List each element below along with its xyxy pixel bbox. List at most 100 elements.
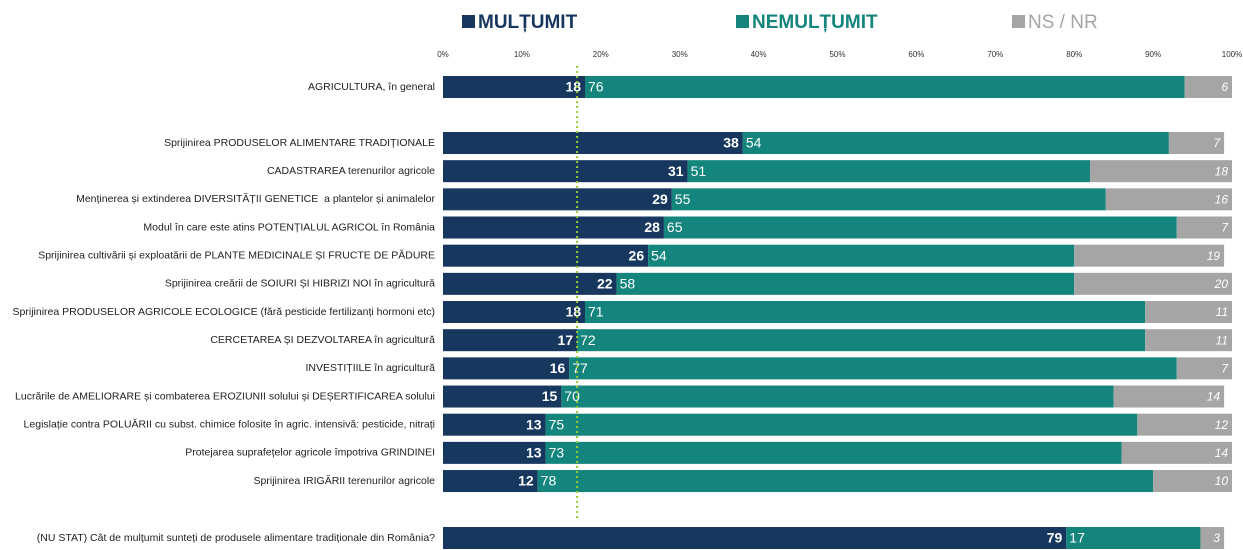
value-label: 79 [1047,530,1063,546]
value-label: 31 [668,163,684,179]
value-label: 14 [1215,446,1229,460]
bar-segment [537,470,1154,493]
value-label: 11 [1216,333,1228,347]
bar-segment [577,329,1146,352]
category-label: Lucrările de AMELIORARE și combaterea ER… [15,390,435,402]
bar-segment [1200,527,1225,549]
value-label: 18 [1215,164,1229,178]
value-label: 13 [526,416,542,432]
value-label: 18 [565,304,581,320]
bar-segment [1153,470,1232,493]
category-label: CADASTRAREA terenurilor agricole [267,165,435,177]
category-label: Sprijinirea cultivării și exploatării de… [38,248,435,261]
bar-segment [561,385,1114,408]
value-label: 54 [651,247,667,263]
bar-segment [1145,329,1232,352]
value-label: 17 [558,332,574,348]
value-label: 75 [549,416,565,432]
value-label: 51 [691,163,707,179]
bar-segment [1105,188,1232,211]
legend-swatch [462,15,475,28]
category-label: Sprijinirea creării de SOIURI ȘI HIBRIZI… [165,278,435,290]
legend-label: MULȚUMIT [478,12,578,33]
value-label: 7 [1221,221,1229,235]
bar-segment [1145,301,1232,324]
x-tick-label: 20% [593,50,609,59]
value-label: 55 [675,191,691,207]
bar-segment [1176,216,1232,239]
bar-segment [443,527,1067,549]
bar-segment [585,76,1185,98]
bar-segment [443,357,570,380]
category-label: Menținerea și extinderea DIVERSITĂȚII GE… [76,192,435,205]
value-label: 15 [542,388,558,404]
x-tick-label: 90% [1145,50,1161,59]
bar-segment [742,132,1169,154]
value-label: 58 [620,276,636,292]
category-label: CERCETAREA ȘI DEZVOLTAREA în agricultură [210,334,435,346]
value-label: 29 [652,191,668,207]
category-label: Sprijinirea PRODUSELOR AGRICOLE ECOLOGIC… [13,306,435,318]
value-label: 72 [580,332,596,348]
x-tick-label: 40% [751,50,767,59]
bar-segment [1176,357,1232,380]
value-label: 6 [1221,80,1228,94]
value-label: 20 [1214,277,1229,291]
x-tick-label: 70% [987,50,1003,59]
value-label: 16 [550,360,566,376]
value-label: 12 [518,473,534,489]
value-label: 65 [667,219,683,235]
bar-segment [545,441,1122,464]
x-tick-label: 30% [672,50,688,59]
bar-segment [1089,160,1232,183]
x-tick-label: 10% [514,50,530,59]
value-label: 19 [1207,249,1221,263]
value-label: 38 [723,135,739,151]
value-label: 14 [1207,390,1221,404]
value-label: 12 [1215,418,1229,432]
bar-segment [443,76,586,98]
value-label: 13 [526,445,542,461]
bar-segment [1137,413,1232,436]
category-label: INVESTIȚIILE în agricultură [305,362,435,374]
category-label: Protejarea suprafețelor agricole împotri… [185,447,435,459]
bar-segment [443,441,546,464]
bar-segment [443,188,672,211]
value-label: 7 [1213,136,1221,150]
value-label: 78 [541,473,557,489]
bar-segment [585,301,1146,324]
x-tick-label: 100% [1222,50,1242,59]
bar-segment [1066,527,1201,549]
bar-segment [1121,441,1232,464]
value-label: 76 [588,79,604,95]
bar-segment [663,216,1177,239]
value-label: 28 [644,219,660,235]
category-label: Modul în care este atins POTENȚIALUL AGR… [143,221,435,233]
value-label: 54 [746,135,762,151]
value-label: 18 [565,79,581,95]
legend-label: NS / NR [1028,12,1098,33]
bar-segment [545,413,1138,436]
legend-swatch [736,15,749,28]
category-label: Sprijinirea IRIGĂRII terenurilor agricol… [254,474,436,487]
x-tick-label: 80% [1066,50,1082,59]
value-label: 7 [1221,362,1229,376]
value-label: 22 [597,276,613,292]
value-label: 3 [1213,531,1220,545]
bar-segment [443,132,743,154]
bar-segment [443,216,664,239]
value-label: 11 [1216,305,1228,319]
value-label: 71 [588,304,604,320]
value-label: 77 [572,360,588,376]
bar-segment [569,357,1177,380]
bar-segment [1184,76,1232,98]
value-label: 16 [1215,193,1229,207]
value-label: 10 [1215,474,1229,488]
value-label: 73 [549,445,565,461]
bar-segment [1113,385,1225,408]
bar-segment [443,160,688,183]
bar-segment [443,413,546,436]
value-label: 17 [1069,530,1085,546]
bar-segment [616,272,1075,295]
